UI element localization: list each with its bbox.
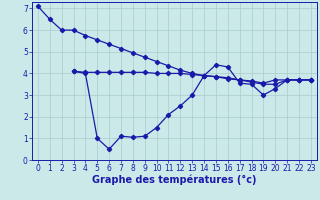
- X-axis label: Graphe des températures (°c): Graphe des températures (°c): [92, 175, 257, 185]
